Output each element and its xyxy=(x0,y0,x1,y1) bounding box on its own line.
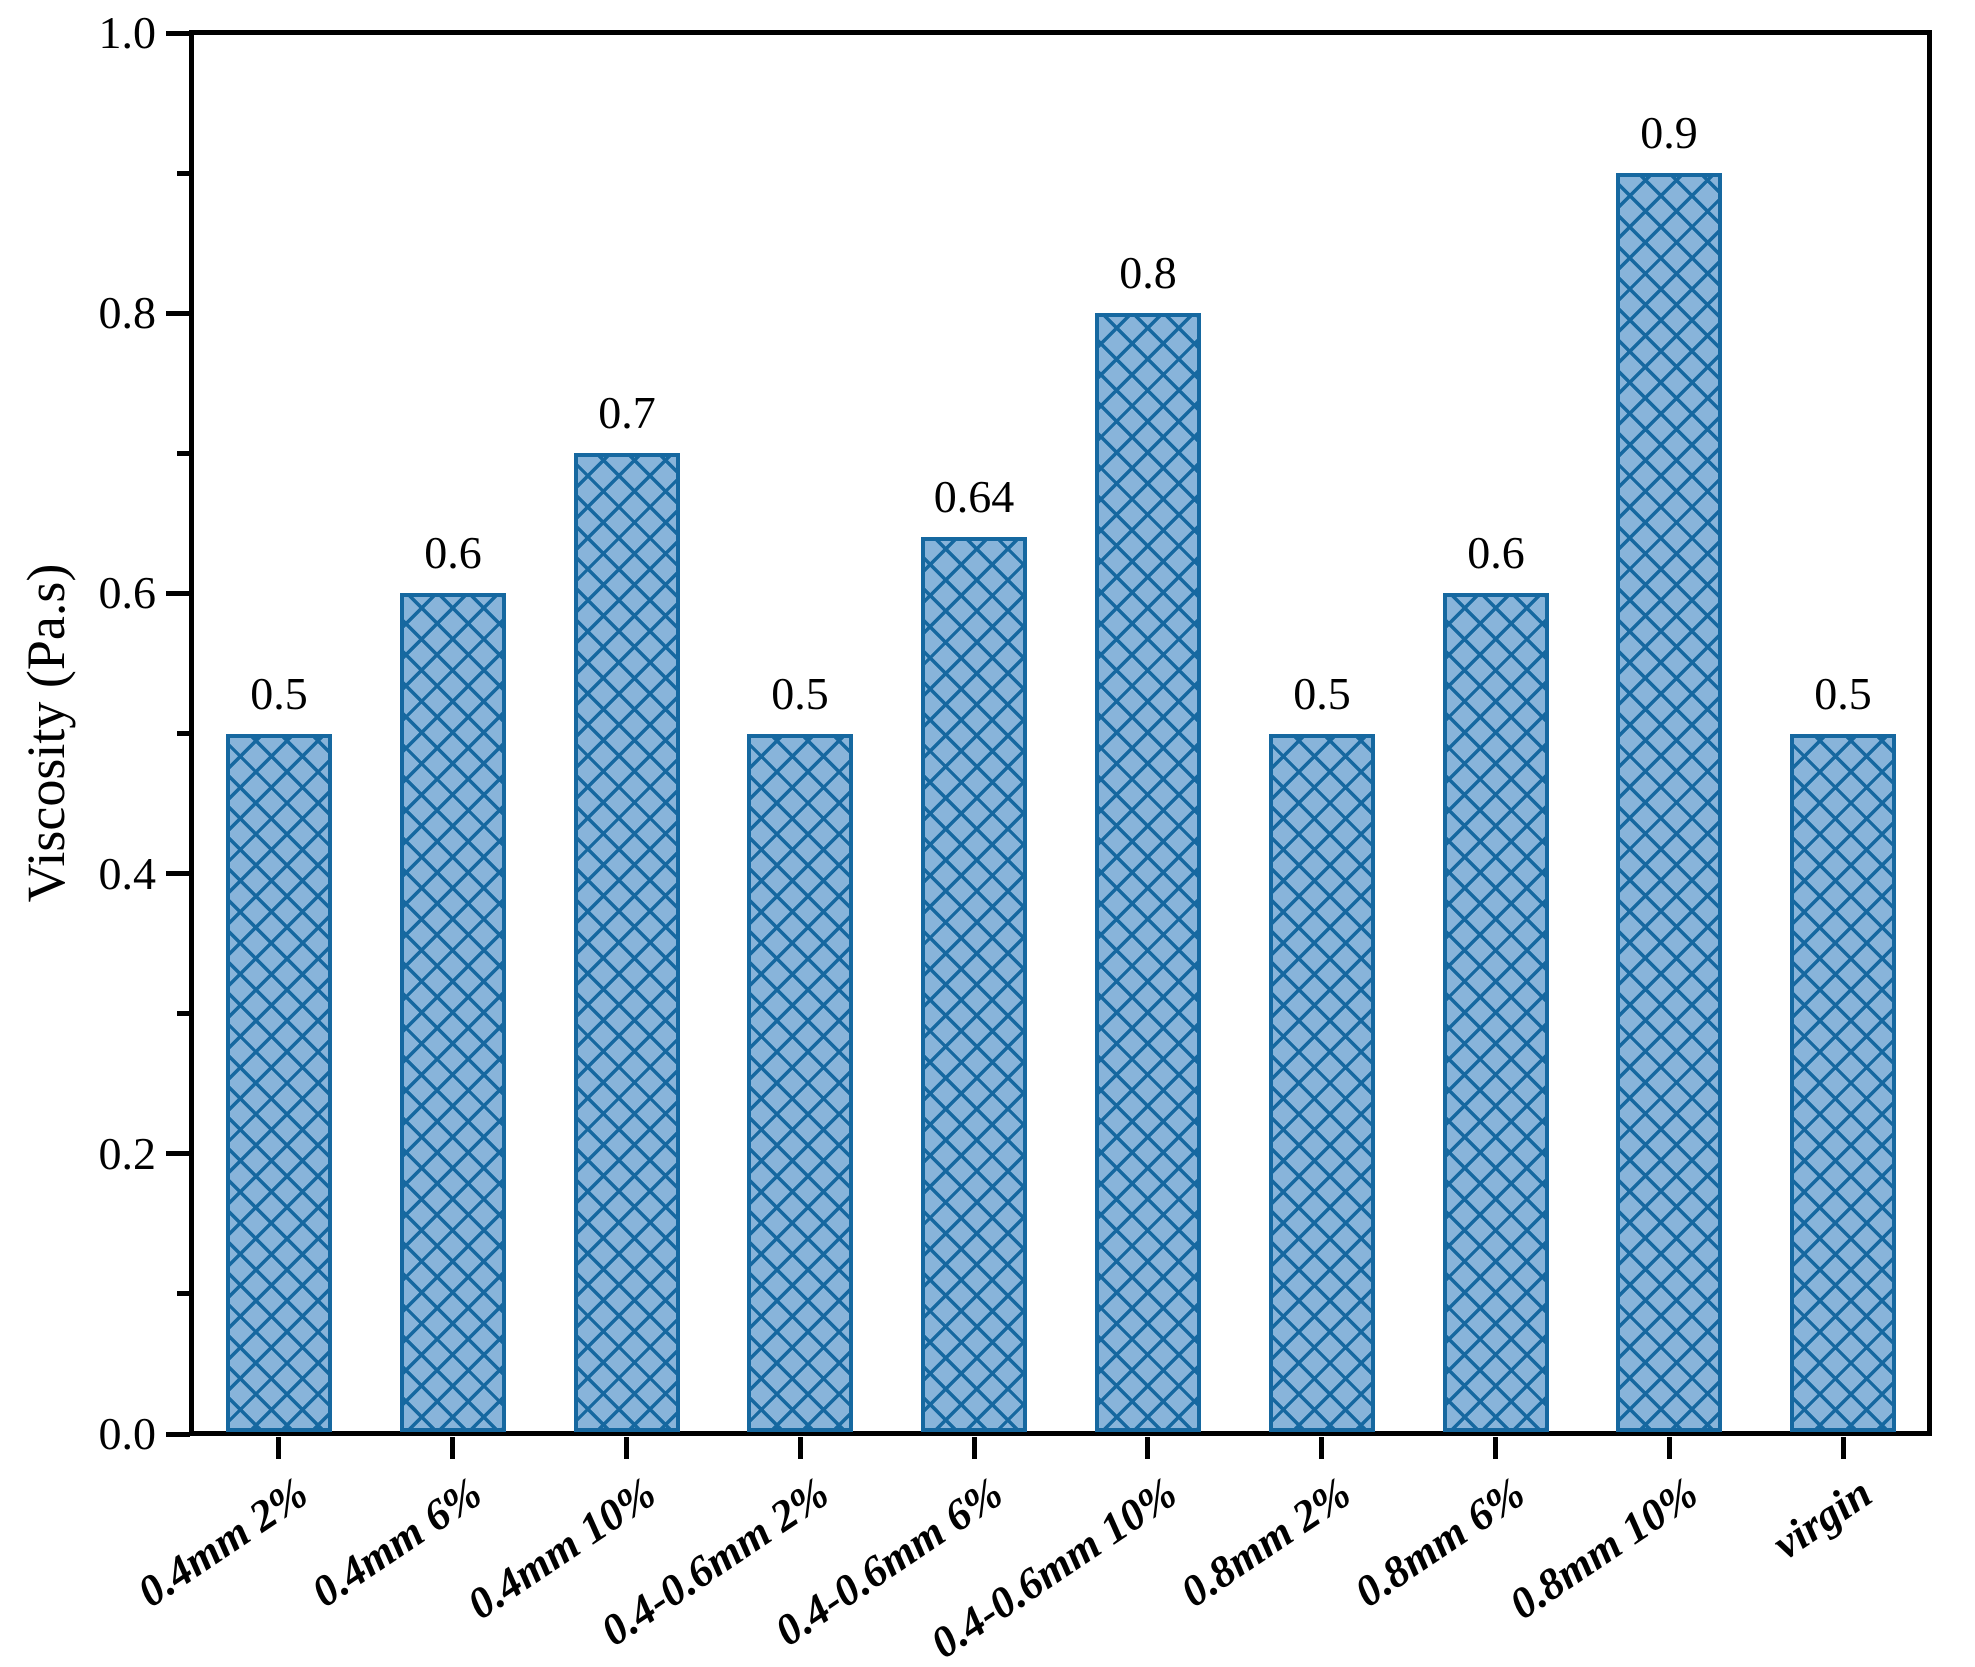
bar-value-label: 0.8 xyxy=(1119,247,1177,298)
bar xyxy=(226,734,332,1432)
y-axis-major-tick xyxy=(166,871,190,877)
bar xyxy=(1269,734,1375,1432)
x-axis-tick xyxy=(972,1437,977,1459)
bar xyxy=(1790,734,1896,1432)
x-axis-tick xyxy=(1841,1437,1846,1459)
x-axis-tick xyxy=(798,1437,803,1459)
y-axis-minor-tick xyxy=(177,450,190,456)
bar-value-label: 0.5 xyxy=(771,668,829,719)
y-axis-minor-tick xyxy=(177,1291,190,1297)
bar-value-label: 0.5 xyxy=(1814,668,1872,719)
y-axis-minor-tick xyxy=(177,170,190,176)
y-axis-tick-label: 0.0 xyxy=(98,1408,157,1459)
y-axis-tick-label: 1.0 xyxy=(98,7,157,58)
bar-value-label: 0.6 xyxy=(424,527,482,578)
y-axis-tick-label: 0.4 xyxy=(98,847,157,899)
bar xyxy=(1095,313,1201,1432)
bar xyxy=(574,453,680,1432)
y-axis-tick-label: 0.8 xyxy=(98,287,157,339)
bar-value-label: 0.5 xyxy=(250,668,308,719)
bar-value-label: 0.6 xyxy=(1467,527,1525,578)
bar-value-label: 0.9 xyxy=(1640,107,1698,158)
x-axis-tick xyxy=(624,1437,629,1459)
x-axis-tick xyxy=(1667,1437,1672,1459)
bar-value-label: 0.5 xyxy=(1293,668,1351,719)
y-axis-major-tick xyxy=(166,1431,190,1437)
bar xyxy=(747,734,853,1432)
bar xyxy=(921,537,1027,1432)
x-axis-tick xyxy=(1319,1437,1324,1459)
y-axis-major-tick xyxy=(166,1151,190,1157)
x-axis-tick xyxy=(450,1437,455,1459)
bar xyxy=(400,593,506,1432)
y-axis-minor-tick xyxy=(177,1011,190,1017)
y-axis-major-tick xyxy=(166,310,190,316)
bar xyxy=(1616,173,1722,1432)
x-axis-tick xyxy=(1145,1437,1150,1459)
y-axis-major-tick xyxy=(166,590,190,596)
y-axis-tick-label: 0.2 xyxy=(98,1127,157,1179)
y-axis-tick-label: 0.6 xyxy=(98,567,157,619)
bar-value-label: 0.64 xyxy=(933,471,1015,522)
y-axis-minor-tick xyxy=(177,731,190,736)
bar xyxy=(1443,593,1549,1432)
bar-value-label: 0.7 xyxy=(598,387,656,438)
x-axis-tick xyxy=(1493,1437,1498,1459)
y-axis-major-tick xyxy=(166,30,190,36)
x-axis-tick xyxy=(276,1437,281,1459)
